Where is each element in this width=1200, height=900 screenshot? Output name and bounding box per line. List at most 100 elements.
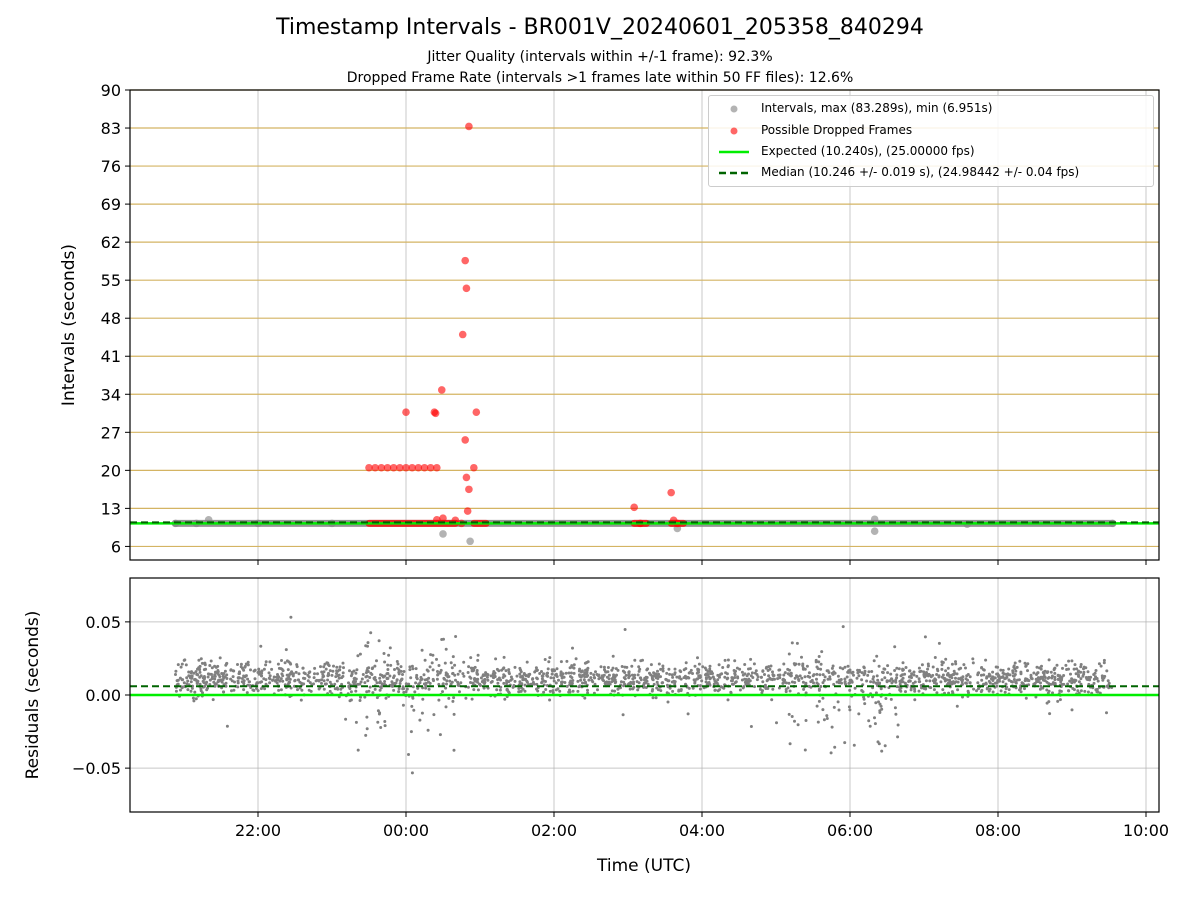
residual-point bbox=[373, 687, 377, 691]
residual-point bbox=[501, 667, 505, 671]
dropped-point bbox=[420, 463, 429, 472]
residual-point bbox=[798, 674, 802, 678]
residual-point bbox=[610, 668, 614, 672]
residual-point bbox=[445, 679, 449, 683]
residual-point bbox=[1004, 682, 1008, 686]
residual-point bbox=[726, 658, 730, 662]
residual-point bbox=[1056, 677, 1060, 681]
residual-point bbox=[217, 679, 221, 683]
residual-point bbox=[481, 674, 485, 678]
residual-point bbox=[413, 690, 417, 694]
residual-point bbox=[670, 673, 674, 677]
residual-point bbox=[404, 682, 408, 686]
residual-point bbox=[830, 725, 834, 729]
residual-point bbox=[517, 687, 521, 690]
residual-point bbox=[470, 697, 474, 701]
top-ytick-label: 48 bbox=[101, 309, 121, 328]
residual-point bbox=[778, 673, 782, 677]
residual-point bbox=[1007, 688, 1011, 692]
residual-point bbox=[661, 664, 665, 668]
residual-point bbox=[667, 667, 671, 671]
residual-point bbox=[540, 680, 544, 684]
residual-point bbox=[354, 689, 358, 693]
dropped-point bbox=[414, 463, 423, 472]
residual-point bbox=[909, 688, 913, 692]
residual-point bbox=[504, 669, 508, 673]
residual-point bbox=[1004, 676, 1008, 680]
residual-point bbox=[507, 672, 511, 676]
residual-point bbox=[452, 696, 456, 700]
residual-point bbox=[498, 688, 502, 692]
dropped-point bbox=[431, 409, 440, 418]
residual-point bbox=[408, 668, 412, 672]
residual-point bbox=[857, 674, 861, 678]
residual-point bbox=[897, 667, 901, 671]
residual-point bbox=[428, 665, 432, 669]
residual-point bbox=[505, 679, 509, 683]
residual-point bbox=[598, 676, 602, 680]
residual-point bbox=[874, 681, 878, 685]
residual-point bbox=[866, 673, 870, 677]
residual-point bbox=[381, 675, 385, 679]
residual-point bbox=[374, 678, 378, 682]
residual-point bbox=[342, 666, 345, 670]
residual-point bbox=[832, 705, 836, 709]
residual-point bbox=[832, 682, 836, 686]
residual-point bbox=[179, 665, 183, 669]
time-x-axis-label: Time (UTC) bbox=[596, 856, 691, 876]
residual-point bbox=[840, 681, 843, 685]
dropped-point bbox=[472, 408, 481, 417]
residual-point bbox=[884, 697, 888, 700]
residual-point bbox=[486, 686, 490, 690]
residual-point bbox=[336, 674, 340, 678]
residual-point bbox=[410, 664, 414, 668]
bottom-xtick-label: 10:00 bbox=[1123, 821, 1169, 840]
residual-point bbox=[447, 696, 451, 700]
residual-point bbox=[335, 669, 339, 673]
legend-median-label: Median (10.246 +/- 0.019 s), (24.98442 +… bbox=[761, 165, 1080, 179]
residual-point bbox=[1084, 666, 1088, 670]
residual-point bbox=[194, 697, 198, 701]
residual-point bbox=[179, 688, 182, 692]
residual-point bbox=[1045, 701, 1049, 705]
residual-point bbox=[807, 671, 811, 675]
residual-point bbox=[862, 666, 866, 670]
residual-point bbox=[315, 678, 319, 682]
residual-point bbox=[830, 666, 834, 670]
residual-point bbox=[550, 672, 554, 676]
residual-point bbox=[890, 677, 894, 681]
residual-point bbox=[276, 662, 280, 666]
residual-point bbox=[241, 680, 245, 684]
residual-point bbox=[1107, 681, 1111, 685]
residual-point bbox=[708, 664, 712, 668]
residual-point bbox=[1079, 689, 1083, 693]
residual-point bbox=[316, 672, 319, 676]
residual-point bbox=[181, 678, 185, 682]
top-ytick-label: 55 bbox=[101, 271, 121, 290]
residual-point bbox=[659, 667, 663, 671]
residual-point bbox=[1059, 680, 1063, 684]
residual-point bbox=[225, 662, 228, 666]
residual-point bbox=[569, 675, 572, 678]
residual-point bbox=[344, 717, 348, 721]
residual-point bbox=[450, 680, 454, 684]
residual-point bbox=[933, 656, 937, 659]
residual-point bbox=[621, 669, 625, 673]
residual-point bbox=[388, 674, 392, 678]
residual-point bbox=[347, 685, 351, 689]
residual-point bbox=[822, 678, 826, 682]
residual-point bbox=[471, 666, 475, 670]
residual-point bbox=[726, 676, 730, 680]
dropped-frame-subtitle: Dropped Frame Rate (intervals >1 frames … bbox=[346, 70, 854, 86]
dropped-point bbox=[461, 436, 470, 444]
residual-point bbox=[877, 664, 881, 668]
residual-point bbox=[174, 669, 178, 673]
dropped-point bbox=[470, 463, 478, 472]
residual-point bbox=[540, 670, 543, 673]
residual-point bbox=[193, 677, 197, 681]
residual-point bbox=[985, 687, 989, 691]
residual-point bbox=[630, 673, 634, 677]
residual-point bbox=[668, 672, 672, 676]
residual-point bbox=[183, 658, 187, 662]
residual-point bbox=[764, 687, 768, 690]
